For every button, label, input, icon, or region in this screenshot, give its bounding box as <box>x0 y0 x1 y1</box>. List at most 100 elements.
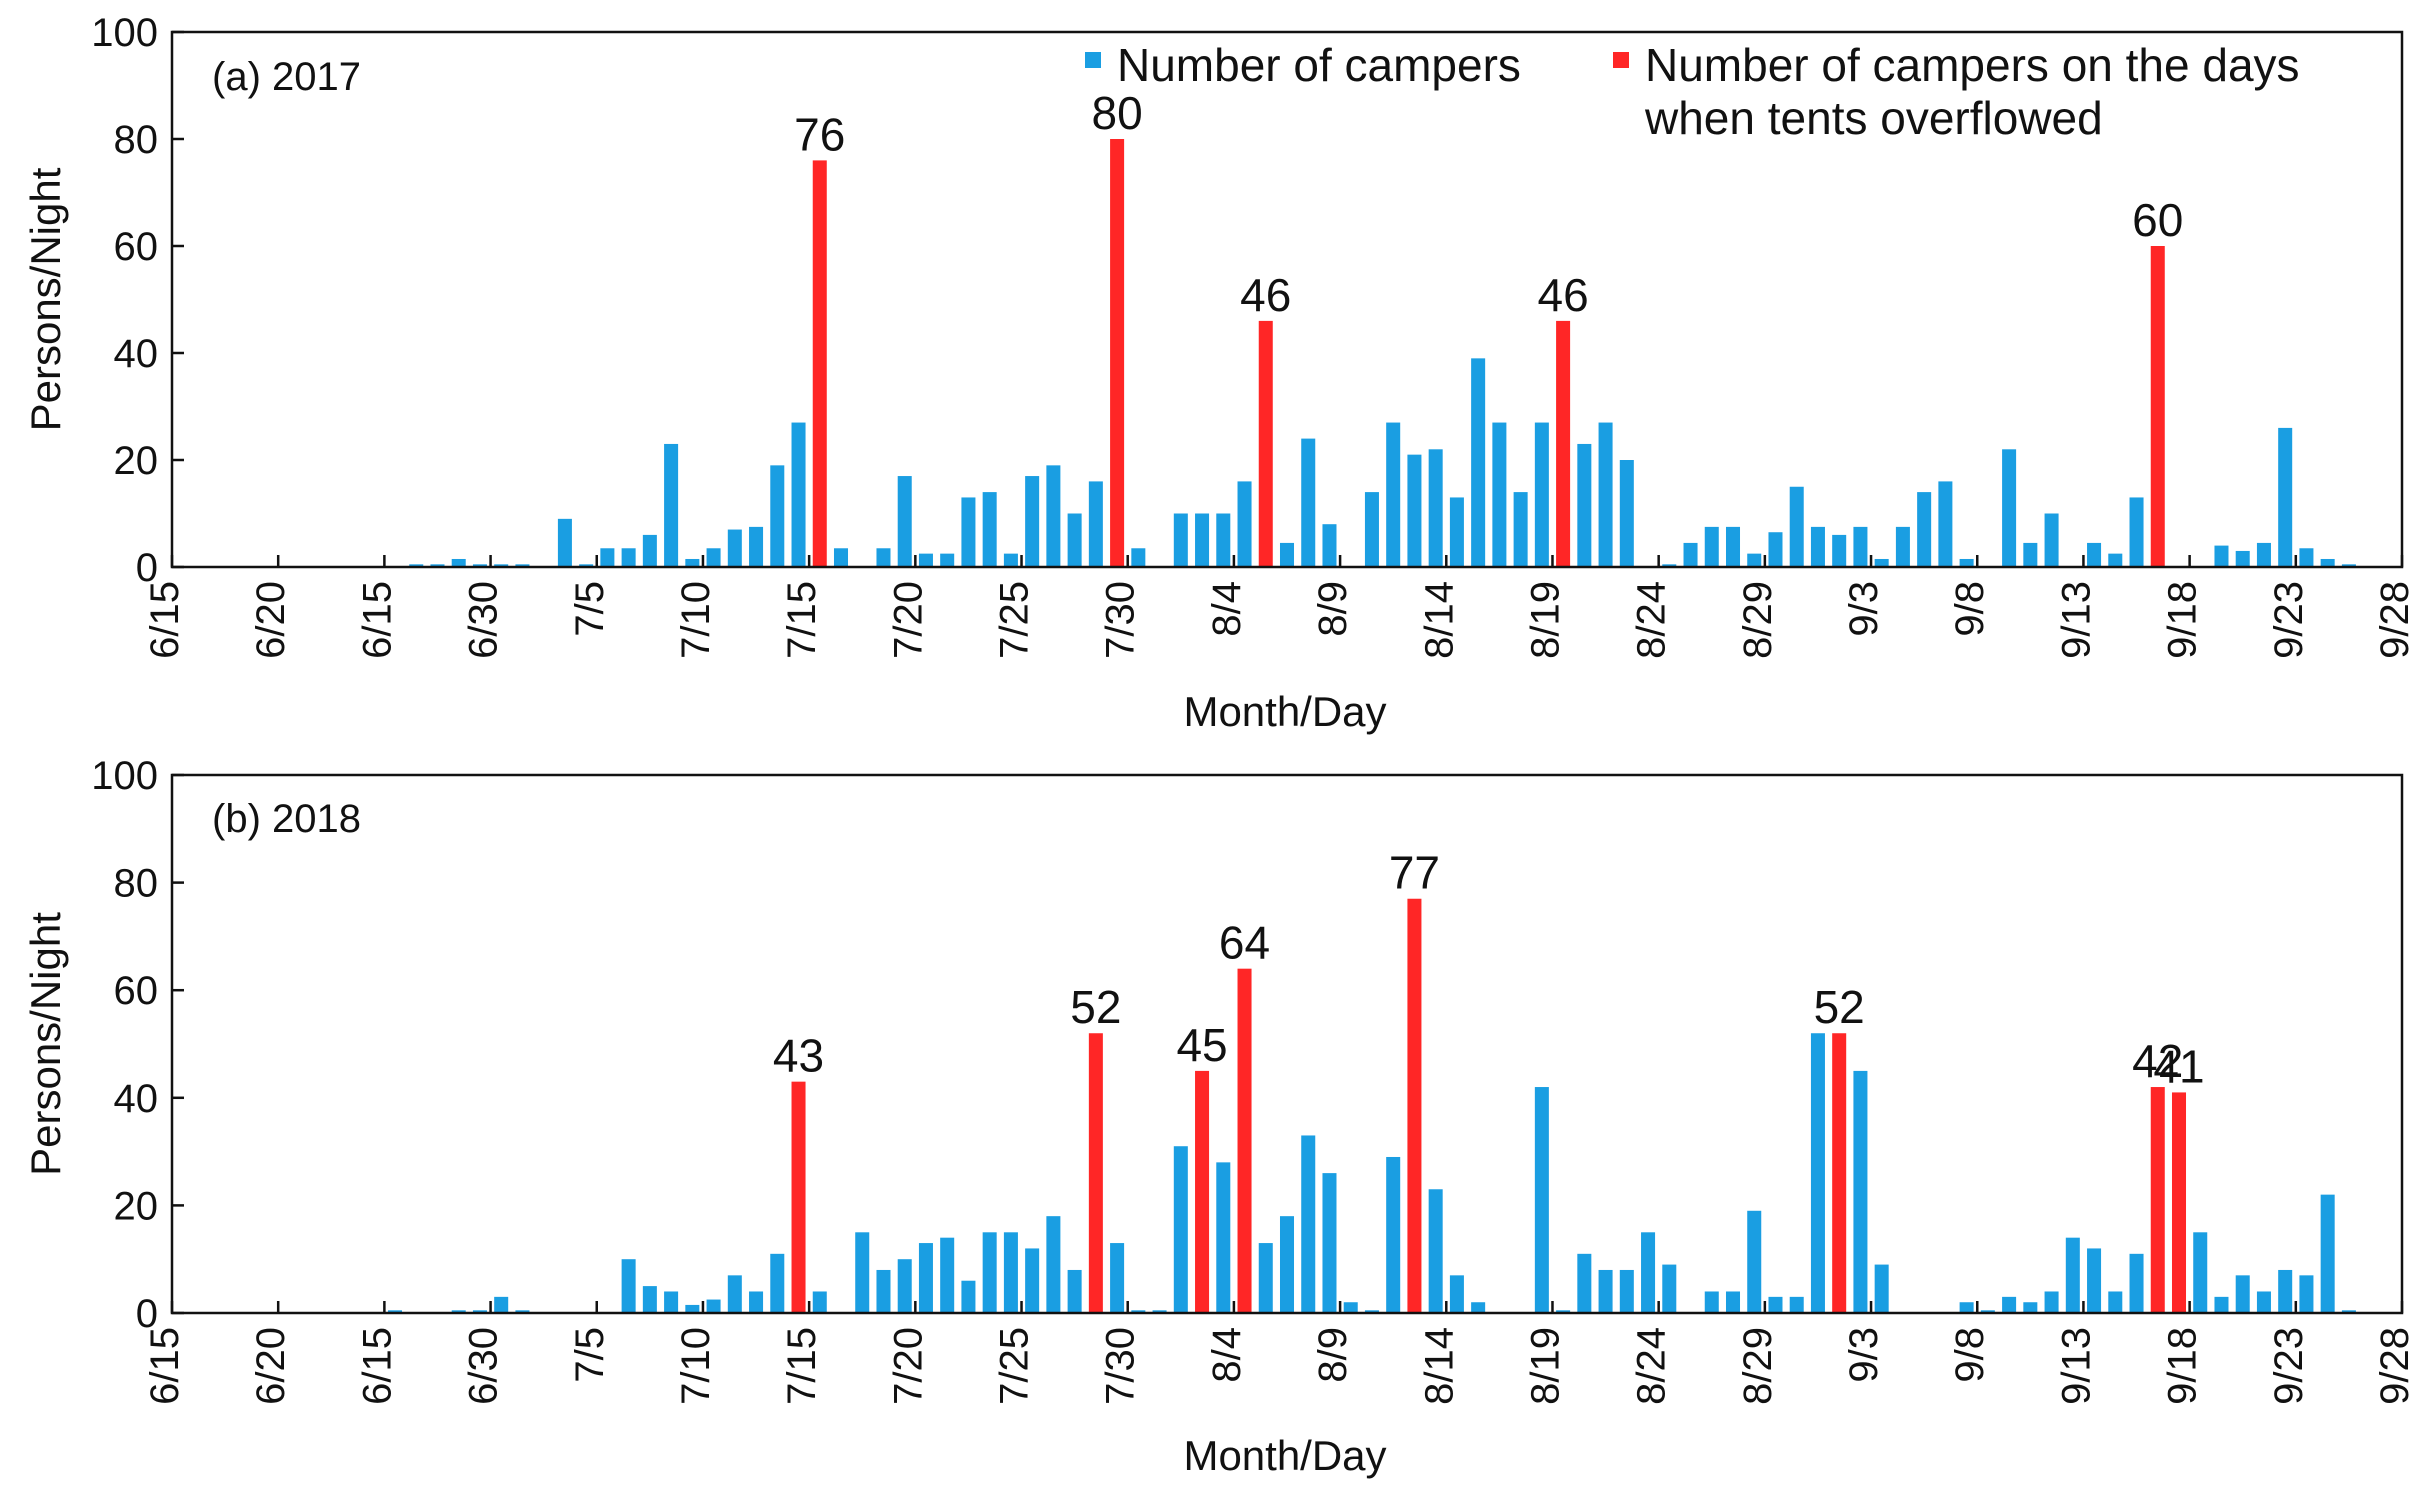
x-tick-label-16: 9/3 <box>1842 1327 1886 1383</box>
bar-normal-15 <box>876 1269 891 1313</box>
bar-normal-38 <box>1449 1275 1464 1313</box>
bar-normal-53 <box>1853 1070 1868 1313</box>
x-tick-label-11: 8/9 <box>1311 1327 1355 1383</box>
bar-normal-44 <box>1619 1269 1634 1313</box>
bar-normal-9 <box>706 1299 721 1313</box>
bar-overflow-3 <box>1556 320 1571 567</box>
y-axis-title: Persons/Night <box>22 167 69 431</box>
bar-normal-68 <box>2278 1269 2293 1313</box>
bar-normal-18 <box>833 548 849 567</box>
bar-normal-31 <box>1173 513 1188 567</box>
bar-normal-60 <box>1874 558 1889 567</box>
x-tick-label-18: 9/13 <box>2054 581 2098 659</box>
bar-normal-54 <box>1874 1264 1889 1313</box>
bar-normal-62 <box>1917 492 1932 567</box>
bar-normal-74 <box>2278 427 2293 567</box>
x-tick-label-3: 6/30 <box>462 1327 506 1405</box>
bar-normal-69 <box>2108 553 2123 568</box>
bar-normal-4 <box>494 564 509 567</box>
x-tick-label-21: 9/28 <box>2373 1327 2417 1405</box>
data-label-7: 41 <box>2153 1040 2204 1092</box>
bar-normal-1 <box>430 564 445 567</box>
x-tick-label-5: 7/10 <box>674 581 718 659</box>
x-tick-label-12: 8/14 <box>1417 581 1461 659</box>
bar-normal-43 <box>1598 1269 1613 1313</box>
x-tick-label-21: 9/28 <box>2373 581 2417 659</box>
bar-normal-34 <box>1237 481 1252 567</box>
data-label-5: 52 <box>1814 981 1865 1033</box>
x-tick-label-0: 6/15 <box>143 581 187 659</box>
bar-normal-29 <box>1088 481 1103 567</box>
x-tick-label-14: 8/24 <box>1630 1327 1674 1405</box>
y-tick-label-40: 40 <box>114 1077 159 1121</box>
bar-normal-14 <box>855 1232 870 1313</box>
bar-normal-3 <box>472 564 487 567</box>
bar-normal-12 <box>685 558 700 567</box>
legend-label-normal: Number of campers <box>1117 39 1521 91</box>
bar-normal-64 <box>1959 558 1974 567</box>
x-tick-label-12: 8/14 <box>1417 1327 1461 1405</box>
x-tick-label-4: 7/5 <box>568 1327 612 1383</box>
x-tick-label-13: 8/19 <box>1523 1327 1567 1405</box>
bar-normal-28 <box>1173 1146 1188 1313</box>
bar-normal-70 <box>2320 1194 2335 1313</box>
y-tick-label-0: 0 <box>136 1292 158 1336</box>
bar-normal-24 <box>1067 1269 1082 1313</box>
bar-overflow-2 <box>1258 320 1273 567</box>
bar-normal-23 <box>1046 1216 1061 1313</box>
bar-normal-2 <box>472 1310 487 1313</box>
bar-normal-56 <box>1980 1310 1995 1313</box>
bar-normal-28 <box>1067 513 1082 567</box>
bar-normal-34 <box>1343 1302 1358 1313</box>
bar-normal-17 <box>918 1243 933 1313</box>
bar-normal-21 <box>1003 1232 1018 1313</box>
bar-normal-53 <box>1725 526 1741 568</box>
bar-normal-7 <box>664 1291 679 1313</box>
bar-normal-33 <box>1216 513 1231 567</box>
bar-normal-47 <box>1704 1291 1719 1313</box>
bar-normal-57 <box>1810 526 1825 568</box>
bar-normal-36 <box>1301 438 1316 567</box>
bar-normal-40 <box>1534 1087 1549 1313</box>
y-tick-label-20: 20 <box>114 439 159 483</box>
bar-normal-63 <box>1938 481 1953 567</box>
bar-normal-47 <box>1577 443 1592 567</box>
bar-normal-13 <box>812 1291 827 1313</box>
bar-normal-73 <box>2256 542 2271 567</box>
bar-normal-60 <box>2065 1237 2080 1313</box>
bar-normal-14 <box>727 529 742 567</box>
x-tick-label-8: 7/25 <box>993 581 1037 659</box>
bar-normal-52 <box>1704 526 1719 568</box>
bar-normal-58 <box>1832 534 1847 567</box>
bar-normal-11 <box>664 443 679 567</box>
bar-normal-70 <box>2129 497 2144 567</box>
x-tick-label-7: 7/20 <box>886 581 930 659</box>
bar-normal-30 <box>1258 1243 1273 1313</box>
bar-normal-12 <box>770 1253 785 1313</box>
bar-normal-22 <box>1025 1248 1040 1313</box>
bar-normal-39 <box>1471 1302 1486 1313</box>
y-tick-label-0: 0 <box>136 546 158 590</box>
bar-normal-64 <box>2193 1232 2208 1313</box>
bar-normal-23 <box>961 497 976 567</box>
legend: Number of campers Number of campers on t… <box>1085 39 2300 144</box>
x-tick-label-17: 9/8 <box>1948 581 1992 637</box>
bar-normal-42 <box>1449 497 1464 567</box>
bar-normal-50 <box>1768 1296 1783 1313</box>
data-label-0: 43 <box>773 1030 824 1082</box>
plot-frame <box>170 773 2404 1315</box>
bar-normal-9 <box>621 548 636 567</box>
bar-normal-27 <box>1046 465 1061 567</box>
panel-b-title: (b) 2018 <box>212 797 361 841</box>
bar-normal-58 <box>2023 1302 2038 1313</box>
bar-normal-26 <box>1025 476 1040 567</box>
bar-normal-41 <box>1556 1310 1571 1313</box>
x-tick-label-1: 6/20 <box>249 1327 293 1405</box>
legend-label-overflow-line2: when tents overflowed <box>1644 92 2103 144</box>
y-axis-title: Persons/Night <box>22 912 69 1176</box>
bar-normal-24 <box>982 492 997 567</box>
data-label-3: 46 <box>1538 269 1589 321</box>
x-tick-label-14: 8/24 <box>1630 581 1674 659</box>
bar-normal-16 <box>770 465 785 567</box>
